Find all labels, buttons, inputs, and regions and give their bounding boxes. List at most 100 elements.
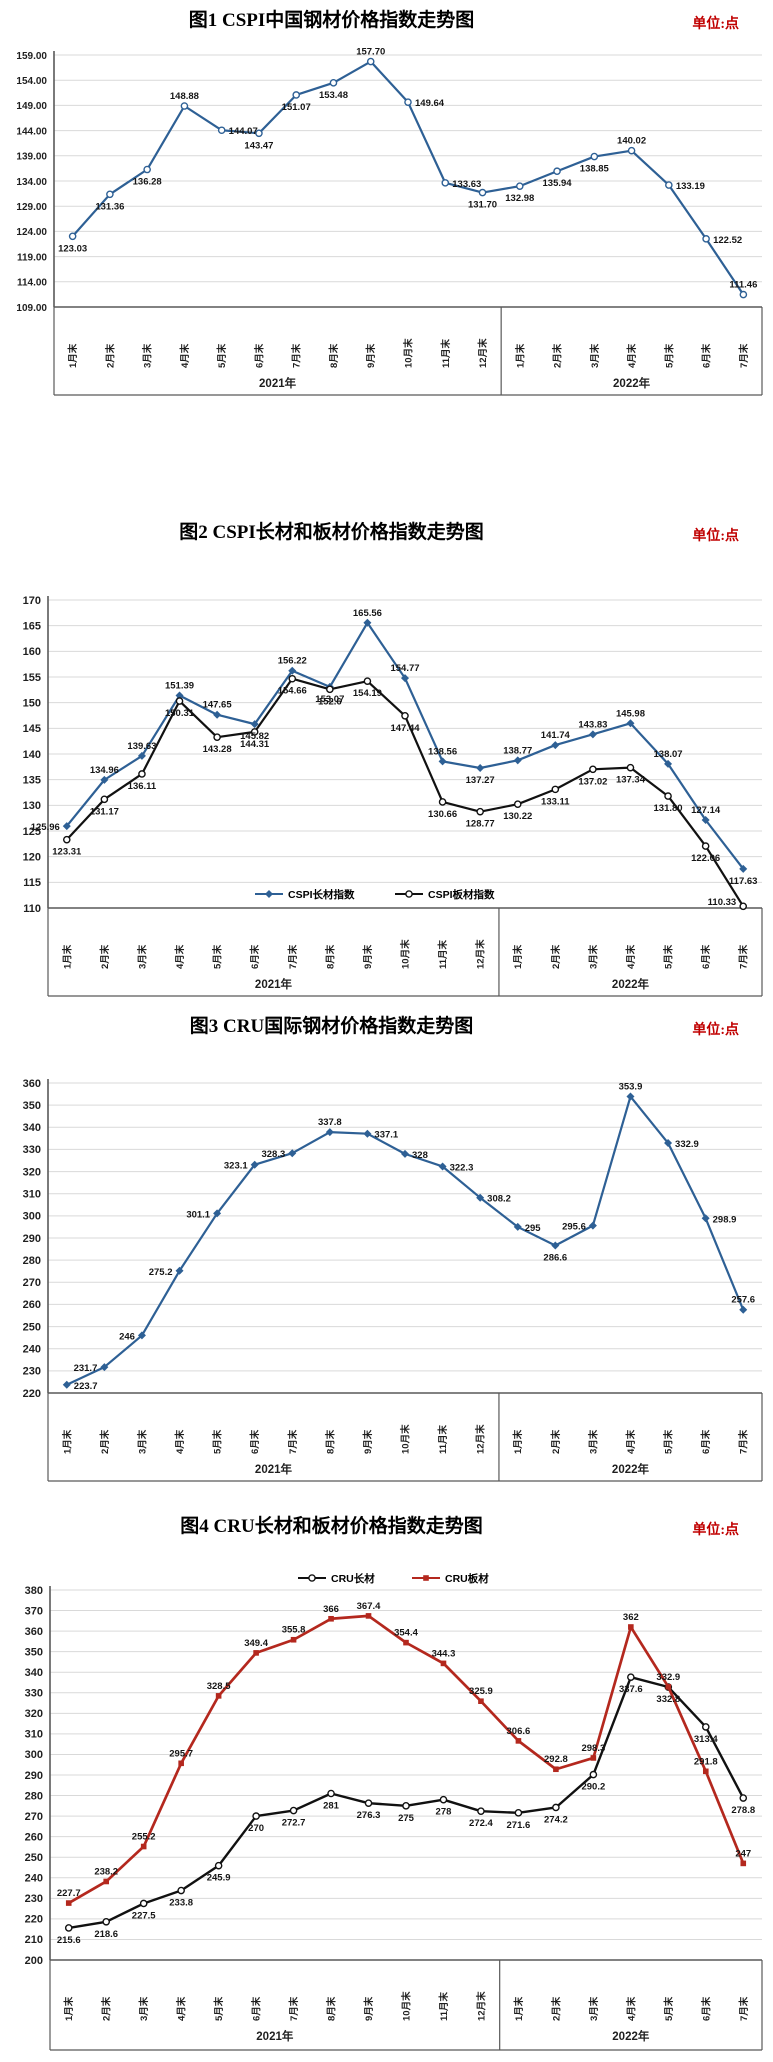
data-labels-1: 227.7 238.2 255.2 295.7 328.5 349.4 355.8 366 36… — [57, 1601, 751, 1899]
x-axis-band — [53, 307, 763, 396]
svg-text:9月末: 9月末 — [365, 343, 377, 368]
svg-text:220: 220 — [25, 1914, 43, 1926]
svg-text:210: 210 — [25, 1934, 43, 1946]
cru-composite-chart: 220 230 240 250 260 270 280 290 300 310 320 330 340 3… — [23, 1078, 763, 1482]
svg-text:350: 350 — [25, 1646, 43, 1658]
svg-text:151.07: 151.07 — [282, 102, 311, 113]
svg-text:5月末: 5月末 — [663, 1996, 675, 2021]
x-month-labels: 1月末 2月末 3月末 4月末 5月末 6月末 7月末 8月末 9月末 10月末 11月末 12月末 1… — [67, 338, 750, 368]
svg-text:11月末: 11月末 — [438, 1991, 450, 2021]
svg-text:278: 278 — [436, 1807, 452, 1818]
svg-text:9月末: 9月末 — [362, 1429, 374, 1454]
svg-text:11月末: 11月末 — [437, 1424, 449, 1454]
svg-text:7月末: 7月末 — [287, 1429, 299, 1454]
svg-text:6月末: 6月末 — [253, 343, 265, 368]
svg-text:362: 362 — [623, 1612, 639, 1623]
svg-text:124.00: 124.00 — [16, 227, 47, 238]
gridlines — [48, 1082, 762, 1372]
svg-text:4月末: 4月末 — [176, 1996, 188, 2021]
svg-text:134.00: 134.00 — [16, 177, 47, 188]
svg-text:2021年: 2021年 — [255, 1462, 293, 1476]
svg-text:1月末: 1月末 — [513, 1996, 525, 2021]
unit-label-3: 单位:点 — [692, 1023, 739, 1038]
unit-label-1: 单位:点 — [692, 17, 739, 32]
svg-text:149.64: 149.64 — [415, 98, 445, 109]
svg-text:380: 380 — [25, 1585, 43, 1597]
x-month-labels: 1月末 2月末 3月末 4月末 5月末 6月末 7月末 8月末 9月末 10月末 11月末 12月末 1… — [61, 1424, 749, 1454]
svg-text:220: 220 — [23, 1388, 41, 1400]
svg-text:144.31: 144.31 — [240, 739, 270, 750]
svg-text:9月末: 9月末 — [362, 944, 374, 969]
axes — [53, 51, 762, 308]
svg-text:300: 300 — [23, 1211, 41, 1223]
svg-text:12月末: 12月末 — [475, 1424, 487, 1454]
svg-text:137.02: 137.02 — [578, 776, 607, 787]
svg-text:344.3: 344.3 — [432, 1648, 456, 1659]
svg-text:1月末: 1月末 — [63, 1996, 75, 2021]
svg-text:280: 280 — [25, 1790, 43, 1802]
svg-text:332.8: 332.8 — [656, 1694, 680, 1705]
svg-text:8月末: 8月末 — [324, 1429, 336, 1454]
x-month-labels: 1月末 2月末 3月末 4月末 5月末 6月末 7月末 8月末 9月末 10月末 11月末 12月末 1… — [61, 939, 749, 969]
svg-text:3月末: 3月末 — [588, 1996, 600, 2021]
svg-text:5月末: 5月末 — [663, 1429, 675, 1454]
svg-text:238.2: 238.2 — [94, 1866, 118, 1877]
svg-text:4月末: 4月末 — [174, 944, 186, 969]
chart-block-4: 图4 CRU长材和板材价格指数走势图 单位:点 200 210 220 230 240 2… — [0, 1512, 773, 2057]
svg-text:3月末: 3月末 — [138, 1996, 150, 2021]
svg-text:295: 295 — [525, 1223, 542, 1234]
svg-text:4月末: 4月末 — [625, 944, 637, 969]
svg-text:300: 300 — [25, 1749, 43, 1761]
svg-text:160: 160 — [23, 646, 41, 658]
svg-text:130.66: 130.66 — [428, 809, 457, 820]
svg-text:139.00: 139.00 — [16, 152, 47, 163]
chart-title-2: 图2 CSPI长材和板材价格指数走势图 — [179, 522, 484, 543]
svg-text:136.28: 136.28 — [133, 177, 162, 188]
svg-text:2月末: 2月末 — [550, 1996, 562, 2021]
svg-text:CRU板材: CRU板材 — [445, 1572, 489, 1585]
svg-text:123.03: 123.03 — [58, 243, 87, 254]
svg-text:2022年: 2022年 — [612, 2029, 650, 2043]
svg-text:5月末: 5月末 — [663, 343, 675, 368]
svg-text:5月末: 5月末 — [663, 944, 675, 969]
svg-text:140.02: 140.02 — [617, 136, 646, 147]
svg-text:131.17: 131.17 — [90, 806, 119, 817]
svg-text:290: 290 — [25, 1770, 43, 1782]
chart-header-3: 图3 CRU国际钢材价格指数走势图 单位:点 — [0, 1012, 773, 1044]
svg-text:360: 360 — [25, 1626, 43, 1638]
svg-text:156.22: 156.22 — [278, 656, 307, 667]
svg-text:144.07: 144.07 — [229, 126, 258, 137]
svg-text:320: 320 — [23, 1166, 41, 1178]
svg-text:1月末: 1月末 — [67, 343, 79, 368]
chart-block-3: 图3 CRU国际钢材价格指数走势图 单位:点 220 230 240 250 260 27… — [0, 1012, 773, 1489]
unit-label-2: 单位:点 — [692, 529, 739, 544]
svg-text:332.9: 332.9 — [675, 1139, 699, 1150]
svg-text:154.77: 154.77 — [390, 663, 419, 674]
svg-text:350: 350 — [23, 1100, 41, 1112]
svg-text:145: 145 — [23, 723, 41, 735]
x-axis-band — [47, 1393, 763, 1482]
svg-text:143.47: 143.47 — [244, 140, 273, 151]
svg-text:133.11: 133.11 — [541, 796, 570, 807]
legend: CRU长材 CRU板材 — [298, 1572, 489, 1585]
svg-text:4月末: 4月末 — [174, 1429, 186, 1454]
svg-text:218.6: 218.6 — [94, 1929, 118, 1940]
svg-text:9月末: 9月末 — [363, 1996, 375, 2021]
y-tick-labels: 220 230 240 250 260 270 280 290 300 310 320 330 340 3… — [23, 1078, 41, 1400]
svg-text:153.07: 153.07 — [315, 694, 344, 705]
svg-text:152.6: 152.6 — [318, 696, 342, 707]
svg-text:11月末: 11月末 — [437, 939, 449, 969]
cspi-long-flat-chart: 1101151201251301351401451501551601651701… — [23, 595, 763, 997]
svg-text:141.74: 141.74 — [541, 730, 571, 741]
svg-text:328.3: 328.3 — [261, 1149, 285, 1160]
svg-text:143.28: 143.28 — [203, 744, 232, 755]
svg-text:138.07: 138.07 — [654, 749, 683, 760]
svg-text:281: 281 — [323, 1801, 340, 1812]
chart-title-4: 图4 CRU长材和板材价格指数走势图 — [180, 1516, 483, 1537]
svg-text:247: 247 — [735, 1848, 751, 1859]
svg-text:130: 130 — [23, 800, 41, 812]
svg-text:3月末: 3月末 — [589, 343, 601, 368]
svg-text:274.2: 274.2 — [544, 1814, 568, 1825]
svg-text:230: 230 — [23, 1366, 41, 1378]
svg-text:7月末: 7月末 — [738, 1996, 750, 2021]
